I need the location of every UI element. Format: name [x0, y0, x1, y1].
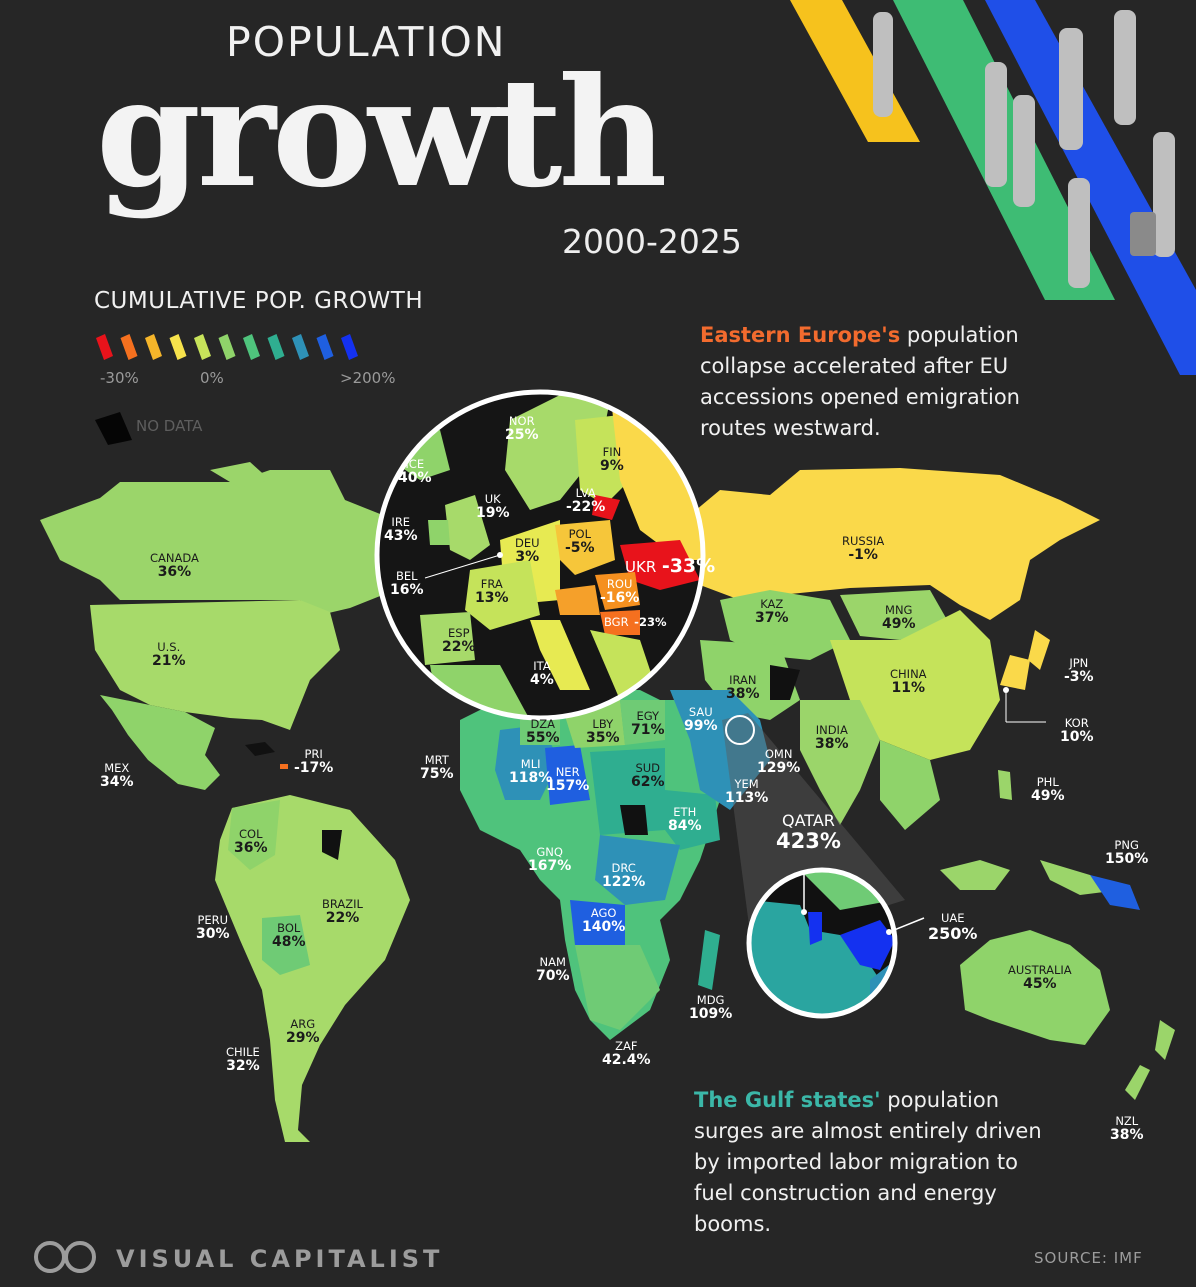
- country-label: OMN 129%: [757, 747, 801, 776]
- map-africa: [460, 690, 770, 1040]
- country-label: UKR -33%: [625, 555, 716, 577]
- legend-swatch: [292, 334, 309, 360]
- country-label: PERU 30%: [196, 913, 230, 942]
- country-label: PRI -17%: [294, 747, 334, 776]
- map-south-america: [215, 795, 410, 1142]
- country-label: MLI 118%: [509, 757, 553, 786]
- country-label: MDG 109%: [689, 993, 733, 1022]
- country-label: IRE 43%: [384, 515, 418, 544]
- country-label: INDIA 38%: [815, 723, 849, 752]
- country-label: ARG 29%: [286, 1017, 320, 1046]
- country-label: NOR 25%: [505, 414, 539, 443]
- europe-note: Eastern Europe's population collapse acc…: [700, 320, 1030, 444]
- legend-swatch: [194, 334, 211, 360]
- country-label: NZL 38%: [1110, 1114, 1144, 1143]
- map-oceania: [960, 875, 1175, 1100]
- country-label: LBY 35%: [586, 717, 620, 746]
- visual-capitalist-logo-icon: [34, 1241, 66, 1273]
- legend-heading: CUMULATIVE POP. GROWTH: [94, 288, 424, 314]
- country-label: IRAN 38%: [726, 673, 760, 702]
- country-label: U.S. 21%: [152, 640, 186, 669]
- country-label: MEX 34%: [100, 761, 134, 790]
- legend-mid-label: 0%: [200, 369, 224, 387]
- legend-swatch: [218, 334, 236, 360]
- country-label: BRAZIL 22%: [322, 897, 363, 926]
- legend-swatch: [243, 334, 260, 360]
- country-label-uae: UAE 250%: [928, 911, 978, 943]
- source-credit: SOURCE: IMF: [1034, 1249, 1143, 1267]
- country-label: RUSSIA -1%: [842, 534, 885, 563]
- country-label: JPN -3%: [1064, 656, 1094, 685]
- europe-zoom-circle: [374, 389, 706, 721]
- legend-swatch: [316, 334, 334, 360]
- country-label: NAM 70%: [536, 955, 570, 984]
- country-label: ROU -16%: [600, 577, 640, 606]
- country-label: KAZ 37%: [755, 597, 789, 626]
- gulf-note-highlight: The Gulf states': [694, 1088, 881, 1112]
- country-label: ETH 84%: [668, 805, 702, 834]
- country-label: KOR 10%: [1060, 716, 1094, 745]
- map-eurasia: [690, 468, 1120, 895]
- legend-swatch: [341, 334, 358, 360]
- country-label: ZAF 42.4%: [602, 1039, 651, 1068]
- country-label: AUSTRALIA 45%: [1008, 963, 1072, 992]
- europe-note-text: population collapse accelerated after EU…: [700, 323, 1020, 440]
- country-label: CHILE 32%: [226, 1045, 260, 1074]
- country-label: FRA 13%: [475, 577, 509, 606]
- country-label: BOL 48%: [272, 921, 306, 950]
- title-top: POPULATION: [226, 18, 507, 66]
- country-label: BEL 16%: [390, 569, 424, 598]
- country-label: GNQ 167%: [528, 845, 572, 874]
- country-label: ITA 4%: [530, 659, 554, 688]
- map-north-america: [40, 462, 420, 790]
- country-label: ESP 22%: [442, 626, 476, 655]
- country-label: UK 19%: [476, 492, 510, 521]
- country-label: NER 157%: [546, 765, 590, 794]
- country-label: DEU 3%: [515, 536, 540, 565]
- country-label: CANADA 36%: [150, 551, 199, 580]
- country-label: YEM 113%: [725, 777, 769, 806]
- legend-swatch: [145, 334, 162, 360]
- country-label: PNG 150%: [1105, 838, 1149, 867]
- legend-swatch: [267, 334, 285, 360]
- country-label: PHL 49%: [1031, 775, 1065, 804]
- country-label: EGY 71%: [631, 709, 665, 738]
- legend-high-label: >200%: [340, 369, 396, 387]
- country-label: LVA -22%: [566, 486, 606, 515]
- country-label: FIN 9%: [600, 445, 624, 474]
- legend-swatch: [169, 334, 187, 360]
- country-label: BGR -23%: [604, 615, 667, 629]
- gulf-note: The Gulf states' population surges are a…: [694, 1085, 1054, 1240]
- country-label: COL 36%: [234, 827, 268, 856]
- country-label: MRT 75%: [420, 753, 454, 782]
- country-label: SUD 62%: [631, 761, 665, 790]
- country-label: CHINA 11%: [890, 667, 927, 696]
- legend-low-label: -30%: [100, 369, 139, 387]
- country-label: MNG 49%: [882, 603, 916, 632]
- legend-no-data-label: NO DATA: [136, 417, 203, 435]
- people-illustration: [873, 10, 1175, 288]
- country-label: SAU 99%: [684, 705, 718, 734]
- title-main: growth: [96, 45, 667, 221]
- leader-lines: [1005, 690, 1046, 723]
- brand-name: VISUAL CAPITALIST: [116, 1245, 444, 1273]
- country-label-qatar: QATAR 423%: [776, 811, 841, 853]
- country-label: ICE 40%: [398, 457, 432, 486]
- legend-no-data-swatch: [95, 412, 132, 445]
- gulf-note-text: population surges are almost entirely dr…: [694, 1088, 1042, 1236]
- country-label: DRC 122%: [602, 861, 646, 890]
- country-label: AGO 140%: [582, 906, 626, 935]
- legend-swatch: [96, 334, 113, 360]
- legend-swatch: [120, 334, 138, 360]
- europe-note-highlight: Eastern Europe's: [700, 323, 901, 347]
- country-label: DZA 55%: [526, 717, 560, 746]
- title-years: 2000-2025: [562, 222, 742, 261]
- legend-color-scale: [96, 334, 358, 360]
- country-label: POL -5%: [565, 527, 595, 556]
